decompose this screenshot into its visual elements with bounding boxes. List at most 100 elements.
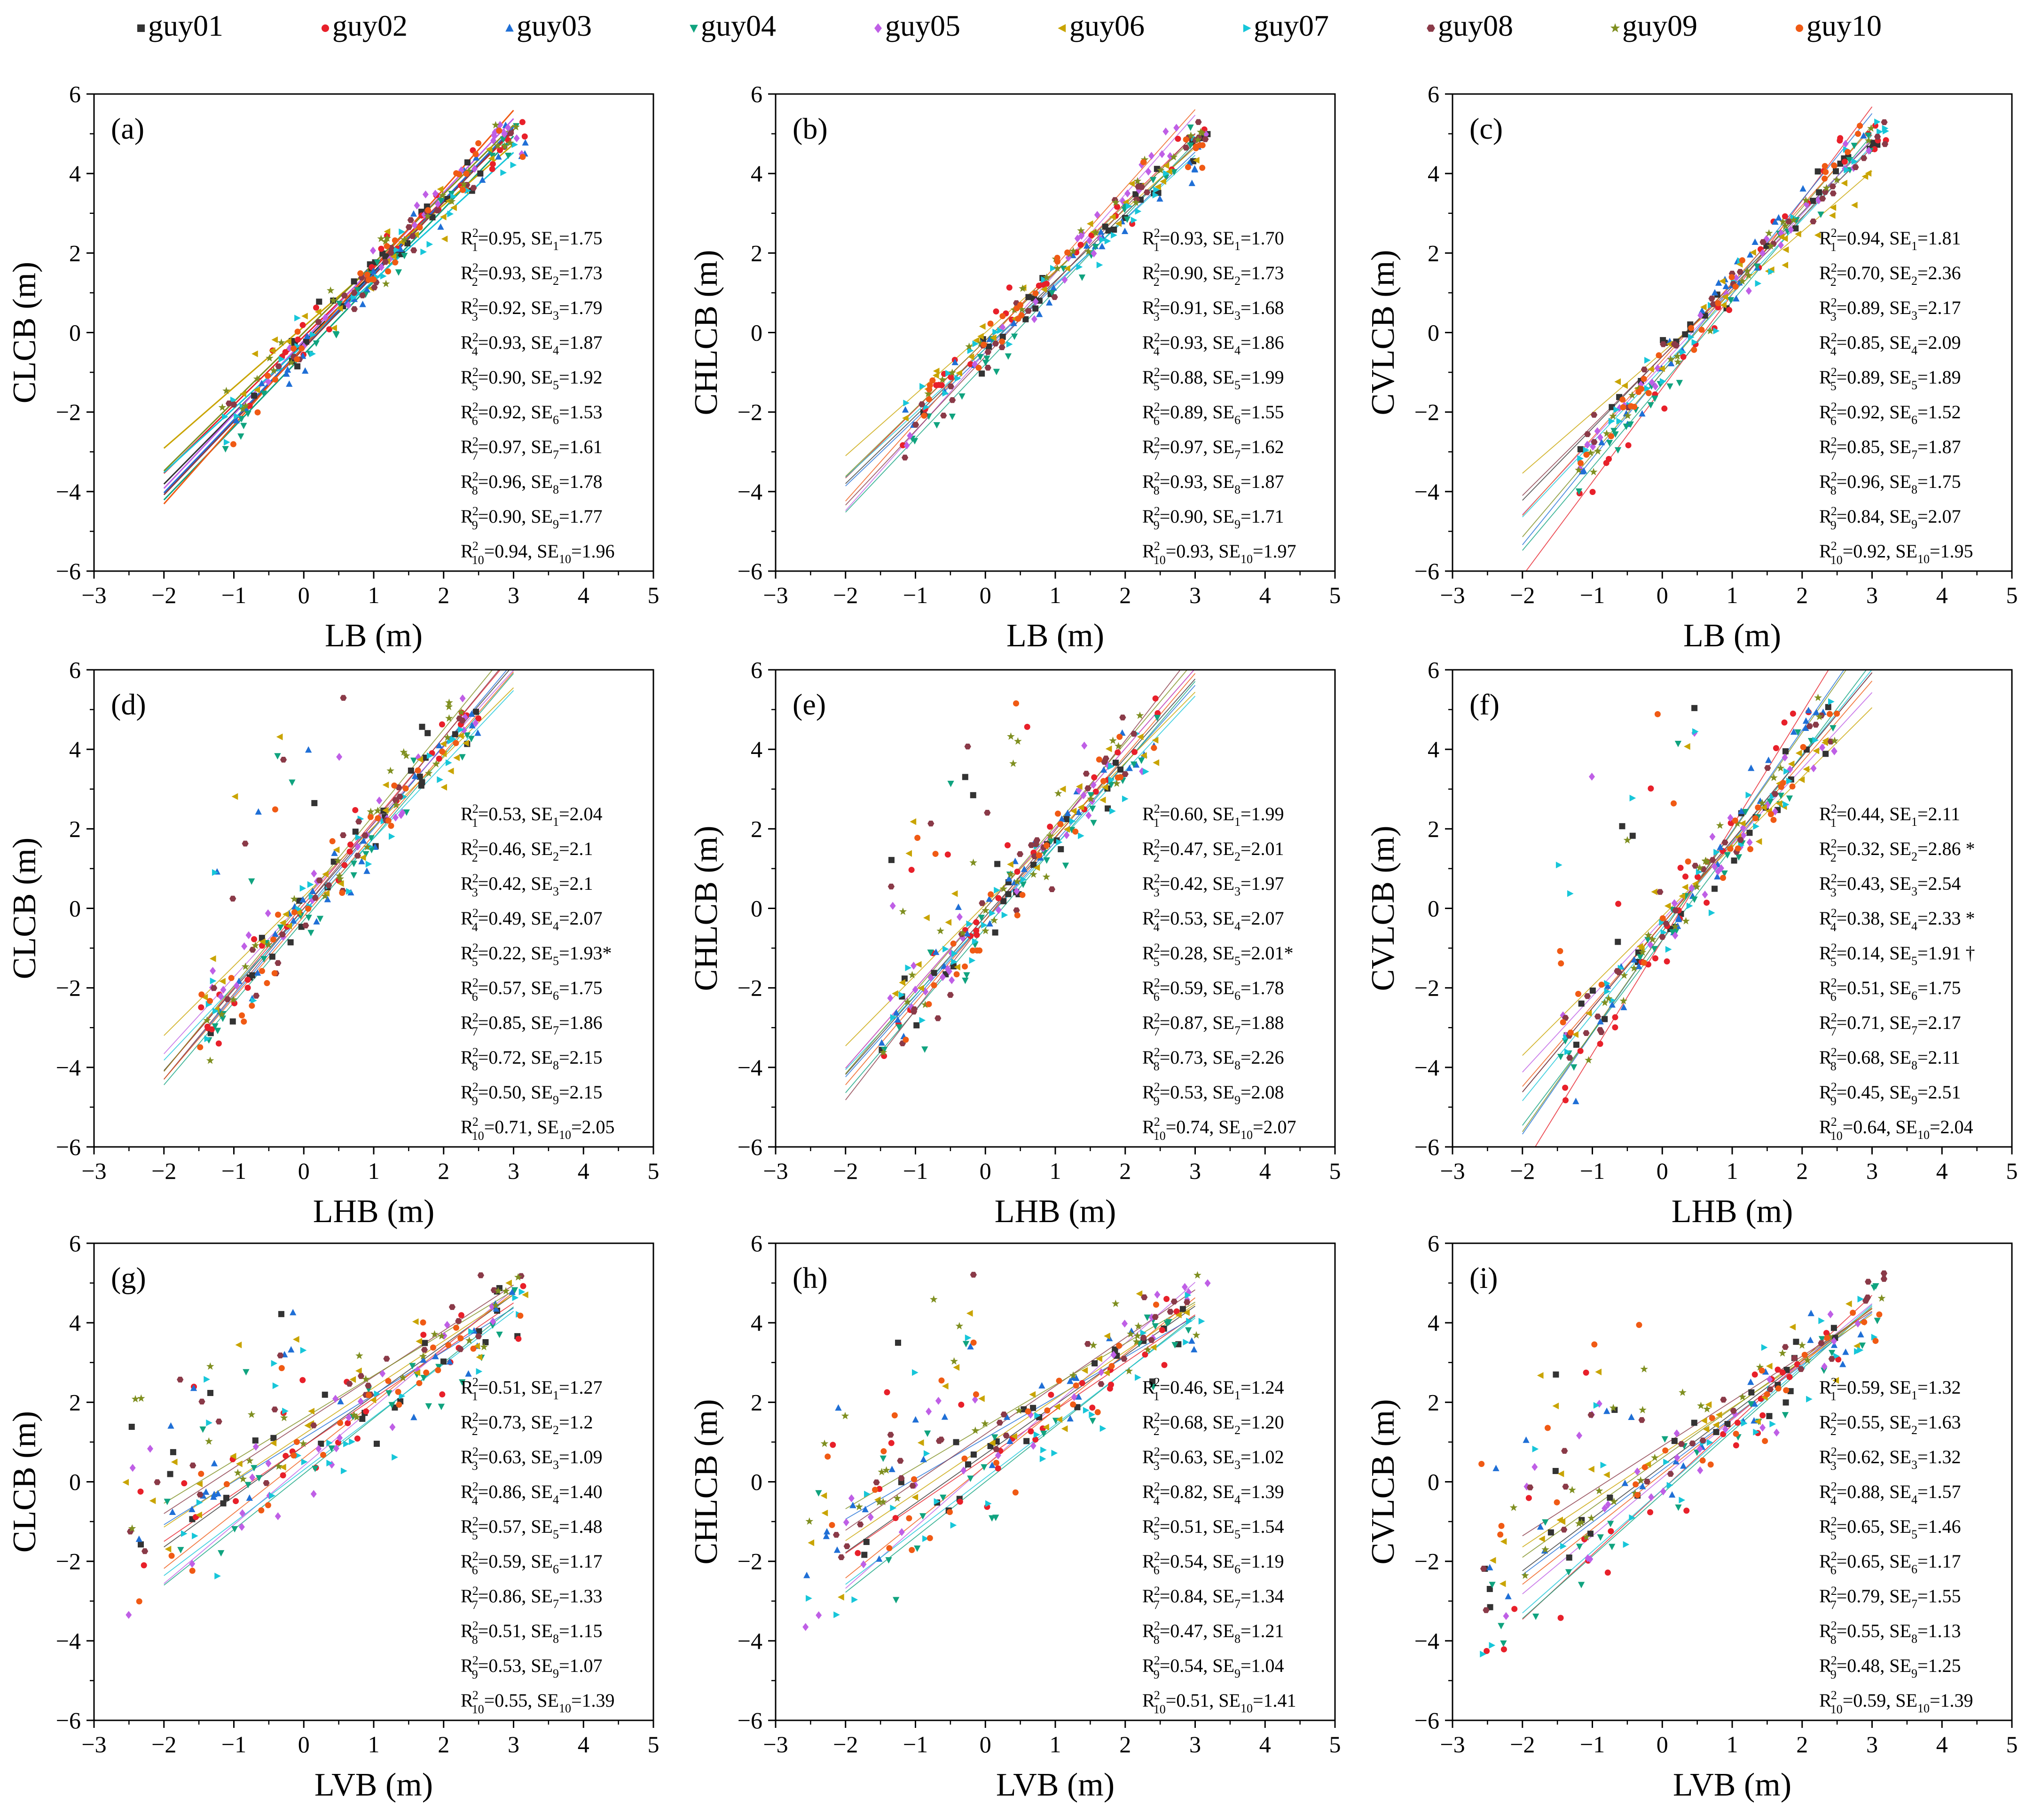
fit-line-guy07 bbox=[1522, 1304, 1873, 1614]
point-guy05 bbox=[1081, 741, 1088, 750]
point-guy08 bbox=[1122, 771, 1129, 777]
x-tick-label: 3 bbox=[508, 1731, 519, 1757]
fit-annotation-guy03: R2 3=0.91, SE3=1.68 bbox=[1142, 296, 1284, 323]
point-guy09 bbox=[1140, 155, 1149, 163]
point-guy07 bbox=[400, 793, 408, 800]
point-guy10 bbox=[420, 1319, 426, 1326]
fit-annotation-guy10: R2 10=0.92, SE10=1.95 bbox=[1819, 539, 1973, 567]
point-guy01 bbox=[476, 1328, 482, 1334]
point-guy08 bbox=[1730, 1408, 1737, 1414]
point-guy07 bbox=[1125, 203, 1132, 210]
point-guy09 bbox=[480, 1342, 488, 1350]
point-guy01 bbox=[901, 975, 908, 982]
point-guy05 bbox=[1159, 150, 1165, 158]
point-guy10 bbox=[294, 329, 301, 335]
point-guy01 bbox=[1092, 1360, 1098, 1366]
x-tick-label: 2 bbox=[1119, 582, 1131, 608]
point-guy06 bbox=[1789, 1324, 1796, 1331]
point-guy02 bbox=[1871, 146, 1878, 152]
point-guy01 bbox=[1671, 1438, 1678, 1444]
point-guy06 bbox=[196, 1480, 203, 1488]
point-guy01 bbox=[419, 779, 425, 785]
point-guy10 bbox=[1845, 149, 1851, 156]
point-guy03 bbox=[1492, 1465, 1500, 1471]
point-guy05 bbox=[1854, 1319, 1861, 1328]
point-guy10 bbox=[1094, 1409, 1101, 1415]
point-guy01 bbox=[1111, 227, 1117, 233]
point-guy08 bbox=[280, 757, 287, 763]
point-guy10 bbox=[168, 1553, 175, 1559]
x-tick-label: 1 bbox=[368, 1731, 380, 1757]
point-guy08 bbox=[1051, 294, 1058, 300]
point-guy04 bbox=[1607, 1521, 1614, 1528]
fit-annotation-guy05: R2 5=0.51, SE5=1.54 bbox=[1142, 1514, 1284, 1542]
point-guy08 bbox=[1594, 1013, 1602, 1020]
point-guy04 bbox=[1043, 857, 1050, 864]
point-guy03 bbox=[1191, 166, 1199, 173]
point-guy04 bbox=[921, 1046, 928, 1053]
point-guy07 bbox=[923, 404, 930, 411]
point-guy07 bbox=[1198, 1318, 1205, 1325]
point-guy08 bbox=[1638, 1417, 1645, 1423]
point-guy07 bbox=[1741, 1420, 1748, 1427]
point-guy10 bbox=[517, 1312, 524, 1319]
point-guy09 bbox=[1087, 795, 1095, 803]
x-tick-label: 3 bbox=[1189, 1731, 1201, 1757]
point-guy01 bbox=[359, 1415, 366, 1422]
point-guy03 bbox=[1006, 1437, 1013, 1444]
point-guy10 bbox=[270, 936, 276, 943]
point-guy08 bbox=[1806, 723, 1813, 730]
fit-line-guy01 bbox=[845, 1305, 1196, 1553]
point-guy06 bbox=[270, 1439, 277, 1447]
point-guy10 bbox=[1789, 783, 1796, 790]
point-guy05 bbox=[949, 976, 955, 984]
point-guy09 bbox=[326, 286, 335, 294]
point-guy08 bbox=[898, 1475, 905, 1481]
point-guy05 bbox=[1722, 1425, 1729, 1434]
x-tick-label: 0 bbox=[298, 1158, 310, 1184]
point-guy03 bbox=[169, 1508, 176, 1515]
point-guy01 bbox=[950, 963, 957, 970]
point-guy10 bbox=[961, 1455, 968, 1462]
point-guy09 bbox=[1790, 216, 1798, 224]
point-guy03 bbox=[1126, 764, 1133, 771]
point-guy07 bbox=[1696, 868, 1703, 876]
point-guy10 bbox=[921, 412, 927, 419]
point-guy10 bbox=[976, 947, 983, 954]
point-guy01 bbox=[1766, 1413, 1773, 1420]
y-tick-label: −6 bbox=[56, 1134, 81, 1160]
point-guy05 bbox=[1711, 863, 1718, 871]
point-guy08 bbox=[1032, 841, 1040, 847]
point-guy09 bbox=[381, 237, 390, 245]
point-guy07 bbox=[1686, 902, 1693, 910]
x-tick-label: −3 bbox=[1440, 1731, 1465, 1757]
point-guy05 bbox=[471, 165, 478, 173]
point-guy09 bbox=[424, 212, 432, 220]
point-guy06 bbox=[1705, 1401, 1712, 1408]
point-guy04 bbox=[1647, 402, 1654, 409]
point-guy09 bbox=[1738, 1393, 1747, 1401]
point-guy08 bbox=[351, 306, 358, 312]
point-guy05 bbox=[1154, 1290, 1161, 1299]
point-guy07 bbox=[355, 834, 362, 841]
point-guy05 bbox=[1634, 1467, 1641, 1476]
point-guy07 bbox=[1854, 1348, 1861, 1355]
point-guy07 bbox=[294, 314, 301, 322]
point-guy04 bbox=[1020, 881, 1027, 888]
point-guy07 bbox=[278, 355, 285, 363]
point-guy01 bbox=[223, 1495, 229, 1501]
y-tick-label: 4 bbox=[69, 1310, 81, 1336]
point-guy02 bbox=[1129, 220, 1136, 227]
point-guy09 bbox=[265, 941, 273, 948]
fit-annotation-guy08: R2 8=0.51, SE8=1.15 bbox=[461, 1619, 603, 1647]
point-guy02 bbox=[515, 1335, 522, 1342]
point-guy07 bbox=[1099, 1425, 1107, 1432]
legend-label-guy06: guy06 bbox=[1069, 9, 1145, 42]
point-guy09 bbox=[1582, 1533, 1591, 1541]
point-guy04 bbox=[312, 1466, 319, 1472]
point-guy01 bbox=[1602, 1016, 1608, 1022]
point-guy01 bbox=[318, 1440, 324, 1447]
fit-annotation-guy09: R2 9=0.48, SE9=1.25 bbox=[1819, 1654, 1961, 1681]
point-guy09 bbox=[1697, 1401, 1705, 1409]
point-guy06 bbox=[951, 890, 958, 897]
